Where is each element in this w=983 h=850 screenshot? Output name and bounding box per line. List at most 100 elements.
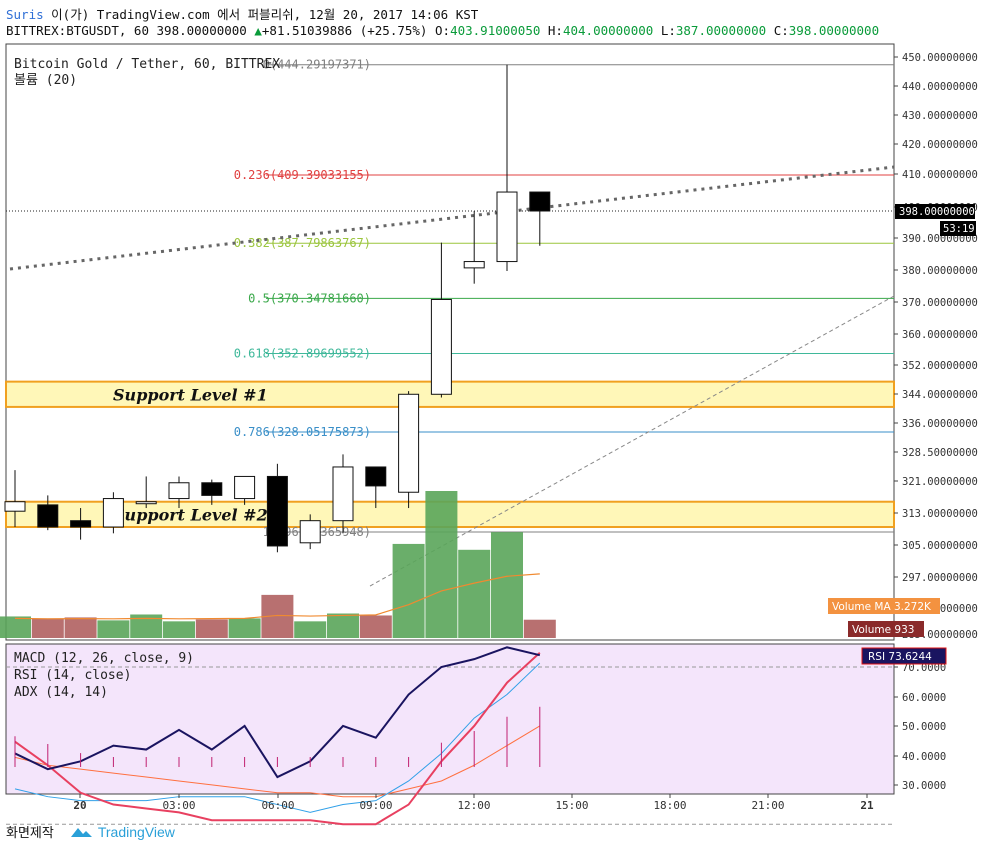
last-price-value: 398.00000000 [899,206,975,218]
fib-label: 0.236(409.39033155) [234,168,371,182]
candle-body [430,298,452,395]
price-tick-label: 370.00000000 [902,297,978,309]
volume-bar [64,617,97,638]
price-change: +81.51039886 (+25.75%) [261,23,428,38]
time-tick-label: 21 [860,799,874,812]
candle-body [102,498,124,528]
candle-body [365,466,387,487]
open-value: 403.91000050 [450,23,541,38]
symbol-legend: Bitcoin Gold / Tether, 60, BITTREX [14,57,280,72]
osc-tick-label: 30.0000 [902,780,946,792]
volume-bar [458,549,491,638]
oscillator-panel[interactable] [5,643,895,795]
volume-bar [491,532,523,638]
fib-label: 0.5(370.34781660) [248,291,371,305]
volume-ma-label: Volume MA 3.272K [832,601,932,613]
time-tick-label: 18:00 [653,799,686,812]
time-tick-label: 12:00 [457,799,490,812]
osc-tick-label: 60.0000 [902,692,946,704]
time-tick-label: 15:00 [555,799,588,812]
volume-bar [359,615,392,638]
price-tick-label: 321.00000000 [902,476,978,488]
volume-bar [294,621,327,638]
candle-body [299,520,321,544]
candle-body [496,191,518,263]
price-tick-label: 440.00000000 [902,81,978,93]
candle-body [135,501,157,505]
osc-tick-label: 50.0000 [902,721,946,733]
candle-body [4,501,26,512]
price-tick-label: 336.00000000 [902,418,978,430]
volume-bar [327,613,359,638]
fib-label: 0.786(328.05175873) [234,425,371,439]
price-tick-label: 380.00000000 [902,265,978,277]
fib-label: 0.382(387.79863767) [234,236,371,250]
time-tick-label: 20 [73,799,86,812]
volume-bar [392,543,425,638]
up-arrow-icon: ▲ [254,23,262,38]
fib-label: 0.618(352.89699552) [234,347,371,361]
adx-legend: ADX (14, 14) [14,685,108,700]
candle-body [234,475,256,500]
macd-legend: MACD (12, 26, close, 9) [14,651,194,666]
countdown-value: 53:19 [943,223,975,235]
support-label: Support Level #2 [113,505,268,524]
candle-body [201,482,223,496]
candle-body [463,261,485,269]
rsi-badge [861,647,947,665]
publish-header: Suris 이(가) TradingView.com 에서 퍼블리쉬, 12월 … [6,4,478,23]
rsi-line [14,652,541,826]
volume-bar [0,616,31,638]
price-tick-label: 328.50000000 [902,447,978,459]
brand-name: TradingView [97,823,175,840]
price-tick-label: 450.00000000 [902,52,978,64]
candle-body [332,466,354,522]
price-tick-label: 352.00000000 [902,360,978,372]
price-tick-label: 297.00000000 [902,572,978,584]
close-value: 398.00000000 [788,23,880,38]
price-tick-label: 420.00000000 [902,139,978,151]
price-tick-label: 305.00000000 [902,540,978,552]
price-tick-label: 410.00000000 [902,169,978,181]
adx-signal-line [14,725,541,798]
symbol-info: BITTREX:BTGUSDT, 60 398.00000000 [6,23,247,38]
tradingview-cloud-icon [70,827,92,837]
price-tick-label: 344.00000000 [902,389,978,401]
candle-body [70,520,92,528]
osc-tick-label: 40.0000 [902,751,946,763]
ohlc-header: BITTREX:BTGUSDT, 60 398.00000000 ▲+81.51… [6,23,880,38]
countdown-badge [940,221,976,236]
publish-info: 이(가) TradingView.com 에서 퍼블리쉬, 12월 20, 20… [43,7,479,22]
osc-tick-label: 70.0000 [902,662,946,674]
volume-bar [130,614,163,638]
volume-badge [848,621,924,637]
candle-body [37,504,59,528]
volume-legend: 볼륨 (20) [14,73,77,88]
high-value: 404.00000000 [562,23,654,38]
candle-body [398,393,420,493]
snapshot-label: 화면제작 [6,826,54,841]
candle-body [529,191,551,212]
volume-bar [163,621,195,638]
volume-bar [523,619,556,638]
volume-bar [425,491,458,638]
tradingview-brand[interactable]: TradingView [68,824,175,840]
candle-body [266,475,288,547]
volume-bar [31,618,64,638]
candle-body [168,482,190,500]
macd-line [14,646,541,779]
author-name[interactable]: Suris [6,7,44,22]
fib-label: 0(444.29197371) [263,58,371,72]
volume-ma-line [14,573,540,620]
time-tick-label: 09:00 [359,799,392,812]
price-tick-label: 360.00000000 [902,329,978,341]
volume-label: Volume 933 [852,624,914,636]
support-label: Support Level #1 [113,385,268,404]
rsi-badge-label: RSI 73.6244 [868,651,932,663]
volume-ma-badge [828,598,940,614]
volume-bar [195,619,228,638]
volume-bar [228,618,261,638]
time-tick-label: 06:00 [261,799,294,812]
low-value: 387.00000000 [675,23,767,38]
